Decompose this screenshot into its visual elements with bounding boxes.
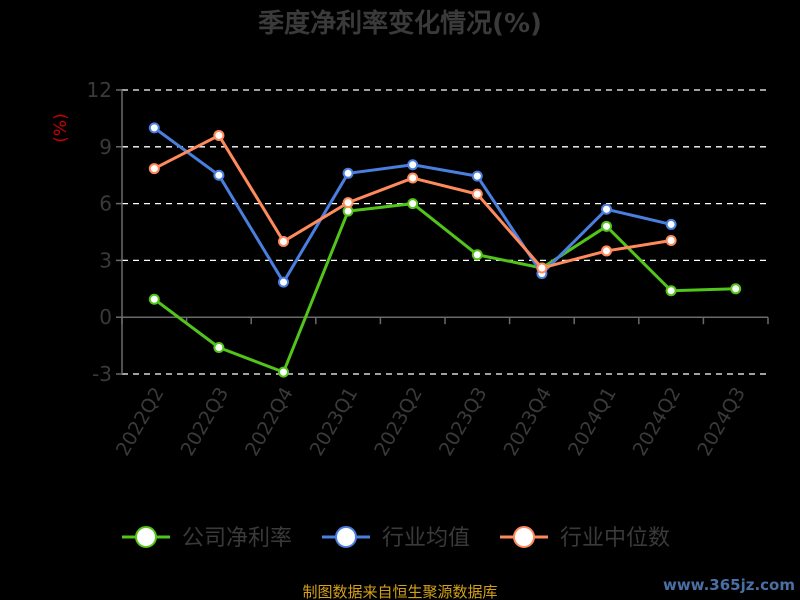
data-point[interactable] [407,159,419,171]
series-line [153,202,736,374]
x-tick-label: 2023Q3 [435,384,492,460]
y-axis-label: (%) [51,113,71,142]
data-point[interactable] [213,341,225,353]
data-point[interactable] [407,172,419,184]
x-tick-label: 2022Q4 [241,384,298,460]
data-point[interactable] [601,220,612,232]
x-tick-labels: 2022Q2 2022Q3 2022Q4 2023Q1 2023Q2 2023Q3 2023… [112,384,750,460]
x-tick-label: 2024Q2 [629,384,686,460]
grid-lines [116,89,768,375]
data-point[interactable] [536,262,548,274]
y-tick-label: 6 [99,192,112,216]
x-tick-label: 2024Q1 [564,384,621,460]
y-tick-label: 3 [99,248,112,272]
x-tick-label: 2023Q1 [306,384,363,460]
y-tick-labels: 12 9 6 3 0 -3 [87,78,112,386]
data-point[interactable] [730,283,742,295]
data-point[interactable] [278,276,289,288]
data-point[interactable] [278,366,289,378]
y-tick-label: 12 [87,78,112,102]
data-point[interactable] [342,197,354,209]
data-point[interactable] [471,249,483,261]
x-tick-label: 2024Q3 [693,384,750,460]
data-point[interactable] [665,285,677,297]
data-point[interactable] [665,218,677,230]
data-point[interactable] [148,163,160,175]
legend: 公司净利率 行业均值 行业中位数 [122,526,670,551]
data-point[interactable] [213,129,225,141]
chart-title: 季度净利率变化情况(%) [258,8,542,39]
data-point[interactable] [342,167,354,179]
series-2 [148,129,677,274]
legend-item[interactable]: 公司净利率 [122,526,292,551]
axes [121,90,769,374]
data-point[interactable] [471,170,483,182]
watermark-logo: www.365jz.com [663,576,795,594]
legend-marker [513,526,535,548]
legend-marker [335,526,357,548]
data-point[interactable] [601,203,612,215]
y-tick-label: -3 [92,362,112,386]
y-tick-label: 0 [99,305,112,329]
data-point[interactable] [278,235,289,247]
data-point[interactable] [148,122,160,134]
series-lines [148,122,742,378]
data-point[interactable] [471,188,483,200]
x-tick-label: 2023Q4 [499,384,556,460]
legend-label: 行业中位数 [560,526,670,551]
x-tick-label: 2022Q2 [112,384,169,460]
x-tick-label: 2023Q2 [370,384,427,460]
legend-item[interactable]: 行业中位数 [500,526,670,551]
y-tick-label: 9 [99,135,112,159]
data-point[interactable] [601,245,612,257]
data-point[interactable] [665,235,677,247]
legend-label: 公司净利率 [182,526,292,551]
series-0 [148,198,742,378]
data-point[interactable] [148,293,160,305]
data-point[interactable] [213,169,225,181]
legend-item[interactable]: 行业均值 [322,526,470,551]
legend-marker [135,526,157,548]
x-tick-label: 2022Q3 [176,384,233,460]
legend-label: 行业均值 [382,526,470,551]
data-source-note: 制图数据来自恒生聚源数据库 [302,583,497,600]
series-1 [148,122,677,288]
data-point[interactable] [407,198,419,210]
